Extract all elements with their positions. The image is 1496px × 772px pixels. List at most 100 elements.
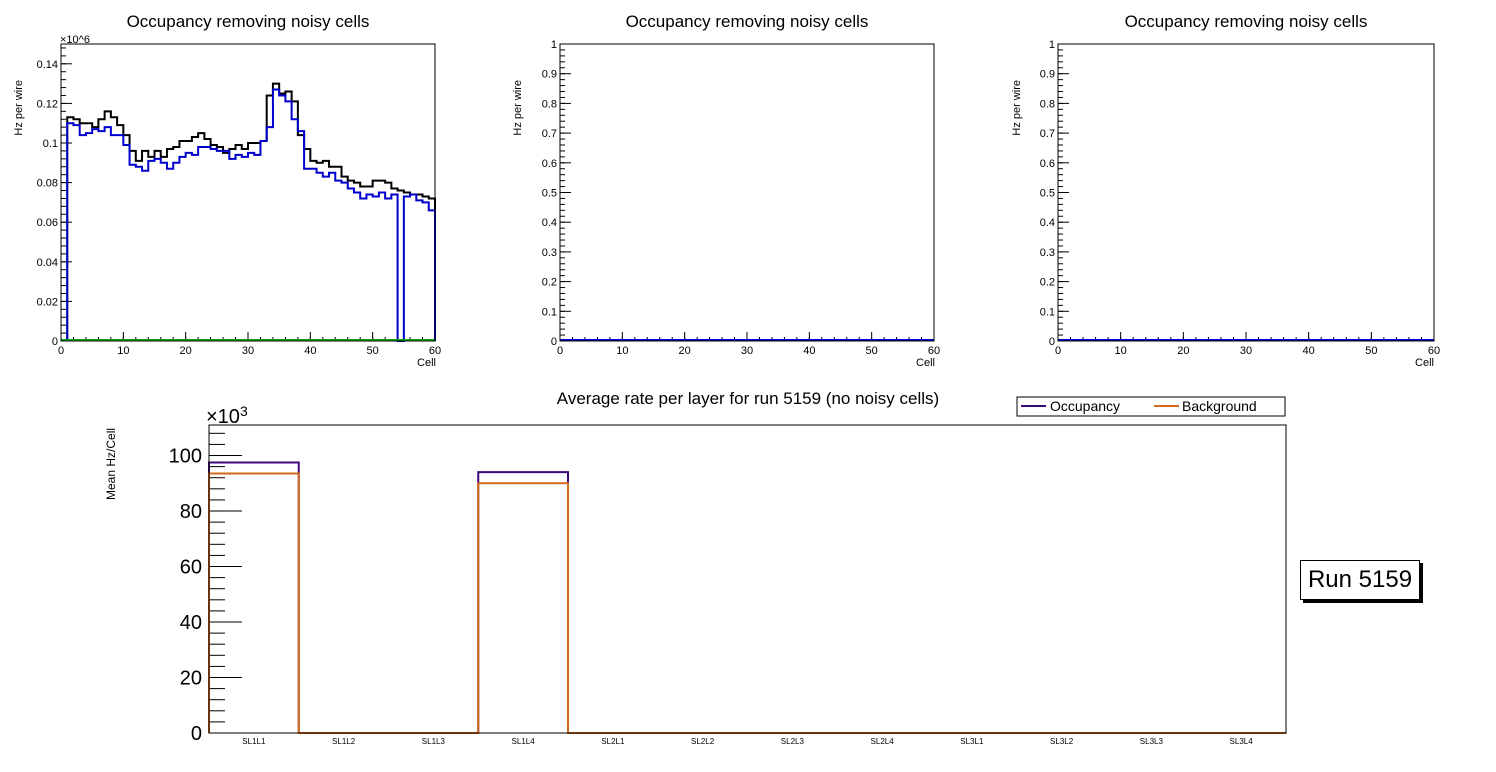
- x-tick-label: SL1L2: [332, 737, 356, 746]
- legend-label-background: Background: [1182, 398, 1257, 414]
- plot-frame: [1057, 43, 1435, 342]
- y-tick-label: 0.14: [37, 59, 58, 71]
- y-tick-label: 0.2: [542, 277, 557, 289]
- legend-label-occupancy: Occupancy: [1050, 398, 1120, 414]
- x-tick-label: SL1L3: [422, 737, 446, 746]
- x-tick-label: 0: [557, 345, 563, 357]
- y-tick-labels: 0 0.1 0.2 0.3 0.4 0.5 0.6 0.7 0.8 0.9 1: [1040, 39, 1069, 348]
- run-label-box: Run 5159: [1300, 560, 1420, 600]
- bar-series-occupancy: [208, 461, 1286, 734]
- x-axis-label: Cell: [417, 357, 436, 369]
- plot-frame: [60, 43, 436, 342]
- y-tick-label: 0.5: [1040, 188, 1055, 200]
- plot-frame: [208, 424, 1287, 734]
- y-tick-label: 0.08: [37, 178, 58, 190]
- y-tick-label: 40: [180, 612, 202, 634]
- y-tick-label: 0.6: [542, 158, 557, 170]
- x-tick-label: 50: [866, 345, 878, 357]
- legend-box: [1016, 396, 1286, 417]
- legend: Occupancy Background: [1016, 396, 1286, 417]
- x-tick-label: 30: [1240, 345, 1252, 357]
- x-tick-labels: 0 10 20 30 40 50 60: [58, 332, 441, 357]
- y-tick-label: 20: [180, 668, 202, 690]
- panel-bottom: Average rate per layer for run 5159 (no …: [104, 389, 1287, 746]
- x-tick-label: 40: [803, 345, 815, 357]
- y-exponent-label: ×103: [206, 403, 248, 428]
- x-tick-label: 30: [242, 345, 254, 357]
- y-exponent-label: ×10^6: [60, 34, 90, 46]
- panel-top-left: Occupancy removing noisy cells Hz per wi…: [13, 12, 441, 369]
- y-tick-label: 0.7: [542, 128, 557, 140]
- y-tick-label: 0.1: [542, 306, 557, 318]
- y-tick-label: 0.7: [1040, 128, 1055, 140]
- x-tick-label: 40: [1303, 345, 1315, 357]
- y-tick-labels: 0 0.02 0.04 0.06 0.08 0.1 0.12 0.14: [37, 47, 72, 348]
- x-tick-label: 0: [1055, 345, 1061, 357]
- y-tick-labels: 0 0.1 0.2 0.3 0.4 0.5 0.6 0.7 0.8 0.9 1: [542, 39, 571, 348]
- y-tick-label: 1: [1049, 39, 1055, 51]
- series-group: [208, 461, 1286, 734]
- y-tick-label: 0: [551, 336, 557, 348]
- y-tick-label: 0.1: [1040, 306, 1055, 318]
- x-axis-label: Cell: [1415, 357, 1434, 369]
- panel-top-right: Occupancy removing noisy cells Hz per wi…: [1011, 12, 1440, 369]
- x-tick-label: 10: [1115, 345, 1127, 357]
- x-tick-label: 30: [741, 345, 753, 357]
- x-tick-label: SL2L4: [871, 737, 895, 746]
- y-tick-label: 100: [169, 446, 202, 468]
- x-tick-label: 10: [616, 345, 628, 357]
- x-tick-label: 60: [928, 345, 940, 357]
- x-tick-labels: 0 10 20 30 40 50 60: [1055, 332, 1440, 357]
- y-tick-label: 0.9: [1040, 69, 1055, 81]
- y-tick-label: 0.5: [542, 188, 557, 200]
- y-tick-label: 0.4: [1040, 217, 1055, 229]
- y-axis-label: Mean Hz/Cell: [104, 428, 118, 500]
- y-tick-label: 0.3: [542, 247, 557, 259]
- x-tick-label: 50: [1365, 345, 1377, 357]
- y-axis-label: Hz per wire: [13, 80, 25, 136]
- x-tick-label: SL2L3: [781, 737, 805, 746]
- series-background-histogram: [66, 88, 436, 342]
- x-tick-label: 20: [180, 345, 192, 357]
- x-tick-label: 20: [679, 345, 691, 357]
- y-tick-label: 0.12: [37, 98, 58, 110]
- y-tick-label: 0.8: [1040, 98, 1055, 110]
- y-tick-label: 0.06: [37, 217, 58, 229]
- y-tick-label: 0: [191, 723, 202, 745]
- y-tick-label: 0: [52, 336, 58, 348]
- bar-series-background: [208, 472, 1286, 734]
- panel-title: Occupancy removing noisy cells: [626, 12, 869, 31]
- run-label: Run 5159: [1307, 566, 1413, 593]
- x-axis-label: Cell: [916, 357, 935, 369]
- y-tick-label: 0.4: [542, 217, 557, 229]
- x-tick-labels: SL1L1 SL1L2 SL1L3 SL1L4 SL2L1 SL2L2 SL2L3 SL2L4…: [242, 737, 1253, 746]
- y-tick-label: 1: [551, 39, 557, 51]
- y-tick-label: 80: [180, 501, 202, 523]
- x-tick-label: 40: [304, 345, 316, 357]
- x-tick-label: SL3L4: [1230, 737, 1254, 746]
- y-tick-label: 0.1: [43, 138, 58, 150]
- y-tick-label: 0.02: [37, 296, 58, 308]
- y-axis-label: Hz per wire: [512, 80, 524, 136]
- panel-title: Occupancy removing noisy cells: [1125, 12, 1368, 31]
- x-tick-label: 0: [58, 345, 64, 357]
- x-tick-label: 60: [1428, 345, 1440, 357]
- x-tick-label: SL2L1: [601, 737, 625, 746]
- y-tick-label: 0.9: [542, 69, 557, 81]
- x-tick-label: SL1L1: [242, 737, 266, 746]
- y-tick-label: 0.8: [542, 98, 557, 110]
- x-tick-label: 10: [117, 345, 129, 357]
- x-tick-label: SL3L1: [960, 737, 984, 746]
- y-axis-label: Hz per wire: [1011, 80, 1023, 136]
- x-tick-labels: 0 10 20 30 40 50 60: [557, 332, 940, 357]
- x-tick-label: SL1L4: [512, 737, 536, 746]
- x-tick-label: SL2L2: [691, 737, 715, 746]
- y-tick-label: 0: [1049, 336, 1055, 348]
- y-tick-labels: 0 20 40 60 80 100: [169, 432, 242, 745]
- y-tick-label: 60: [180, 557, 202, 579]
- y-tick-label: 0.6: [1040, 158, 1055, 170]
- x-tick-label: SL3L2: [1050, 737, 1074, 746]
- x-tick-label: 20: [1177, 345, 1189, 357]
- series-occupancy-histogram: [66, 82, 436, 341]
